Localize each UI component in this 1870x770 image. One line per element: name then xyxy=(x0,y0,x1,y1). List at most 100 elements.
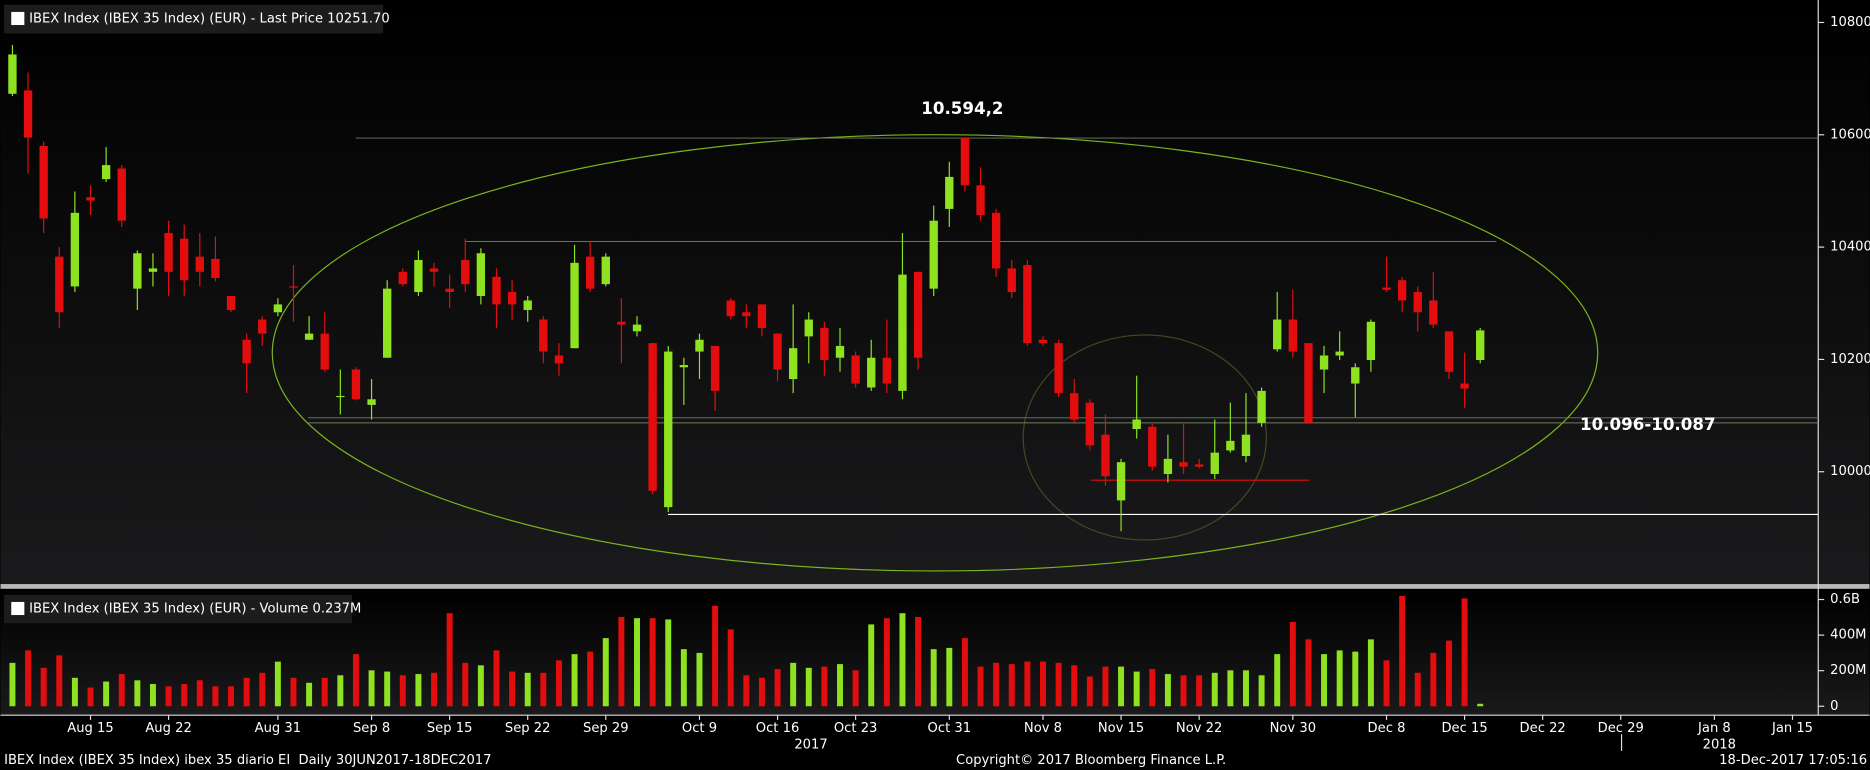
candle-body xyxy=(523,300,532,310)
price-pane xyxy=(0,0,1870,585)
candle-body xyxy=(1116,462,1126,501)
candle-body xyxy=(991,212,1001,269)
volume-bar xyxy=(618,616,625,707)
volume-bar xyxy=(134,680,141,707)
volume-bar xyxy=(228,686,235,707)
volume-bar xyxy=(1399,595,1406,707)
x-tick-label: Nov 15 xyxy=(1098,721,1144,736)
x-tick-label: Sep 22 xyxy=(505,721,551,736)
volume-bar xyxy=(118,674,125,707)
volume-bar xyxy=(587,651,594,707)
candle-body xyxy=(320,333,329,370)
candle-body xyxy=(1148,426,1157,467)
x-tick-label: Dec 22 xyxy=(1520,721,1566,736)
candle-body xyxy=(55,256,64,313)
volume-bar xyxy=(149,684,156,707)
x-tick-label: Jan 8 xyxy=(1697,721,1731,736)
candle-body xyxy=(1444,331,1454,372)
volume-bar xyxy=(665,619,672,707)
candle-body xyxy=(289,286,298,288)
x-tick-label: Sep 15 xyxy=(427,721,473,736)
volume-bar xyxy=(1227,670,1234,707)
candle-body xyxy=(1179,462,1188,467)
candle-body xyxy=(554,355,564,364)
volume-bar xyxy=(915,616,922,707)
x-tick-label: Nov 30 xyxy=(1270,721,1316,736)
x-tick-label: Oct 23 xyxy=(834,721,878,736)
candle-body xyxy=(1007,268,1016,293)
footer-center: Copyright© 2017 Bloomberg Finance L.P. xyxy=(956,753,1226,768)
volume-bar xyxy=(1024,661,1031,707)
annotation: 10.096-10.087 xyxy=(1580,415,1716,434)
candle-body xyxy=(867,357,876,388)
candle-body xyxy=(1038,339,1048,344)
x-tick-label: Nov 8 xyxy=(1024,721,1062,736)
candle-body xyxy=(804,319,813,337)
candle-body xyxy=(585,256,595,289)
y-tick-label: 0 xyxy=(1830,699,1838,714)
volume-bar xyxy=(899,613,906,707)
volume-bar xyxy=(196,680,203,707)
volume-bar xyxy=(961,638,968,707)
volume-bar xyxy=(946,647,953,707)
legend-box xyxy=(4,4,384,34)
candle-body xyxy=(1023,265,1032,344)
candle-body xyxy=(70,212,80,287)
candle-body xyxy=(211,258,220,278)
candle-body xyxy=(913,271,923,358)
volume-bar xyxy=(40,667,47,707)
candle-body xyxy=(539,319,548,352)
candle-body xyxy=(632,324,642,332)
volume-bar xyxy=(321,677,328,707)
volume-bar xyxy=(1430,652,1437,707)
x-tick-label: Aug 15 xyxy=(67,721,113,736)
volume-bar xyxy=(274,661,281,707)
candle-body xyxy=(617,321,626,325)
volume-bar xyxy=(1055,662,1062,707)
volume-bar xyxy=(509,671,516,707)
candle-body xyxy=(1304,343,1313,423)
candle-body xyxy=(476,253,486,296)
volume-bar xyxy=(71,677,78,707)
chart-title: IBEX Index (IBEX 35 Index) (EUR) - Last … xyxy=(29,12,390,27)
volume-bar xyxy=(1414,672,1421,707)
volume-bar xyxy=(1102,666,1109,707)
volume-bar xyxy=(712,605,719,707)
candle-body xyxy=(1429,300,1438,325)
candle-body xyxy=(133,253,142,289)
volume-bar xyxy=(103,681,110,707)
marks: 10000 10200 10400 10600 10800 10.594,2 10.096-… xyxy=(8,15,1870,752)
volume-bar xyxy=(1040,661,1046,707)
candle-body xyxy=(1319,355,1329,370)
volume-bar xyxy=(540,672,547,707)
candle-body xyxy=(1288,319,1297,352)
volume-bar xyxy=(87,687,94,707)
candle-body xyxy=(1054,343,1063,394)
candle-body xyxy=(788,348,798,380)
x-tick-label: Dec 15 xyxy=(1441,721,1487,736)
candle-body xyxy=(929,220,938,289)
volume-bar xyxy=(1243,670,1249,707)
volume-bar xyxy=(306,682,313,707)
candle-body xyxy=(851,355,860,384)
candle-body xyxy=(398,271,407,285)
footer-right: 18-Dec-2017 17:05:16 xyxy=(1719,753,1867,768)
candle-body xyxy=(664,351,673,508)
candle-body xyxy=(1210,452,1219,474)
candle-body xyxy=(1070,393,1079,420)
candle-body xyxy=(1085,402,1095,446)
x-tick-label: Sep 8 xyxy=(353,721,390,736)
volume-bar xyxy=(1164,674,1171,707)
year-label: 2017 xyxy=(794,737,827,752)
candle-body xyxy=(351,369,361,400)
candle-body xyxy=(164,233,173,272)
volume-bar xyxy=(1258,675,1265,707)
volume-bar xyxy=(462,662,469,707)
candle-body xyxy=(226,295,236,310)
legend-swatch xyxy=(11,11,25,26)
volume-bar xyxy=(181,684,188,707)
candle-body xyxy=(882,357,892,384)
volume-bar xyxy=(1461,598,1468,707)
volume-bar xyxy=(243,677,250,707)
